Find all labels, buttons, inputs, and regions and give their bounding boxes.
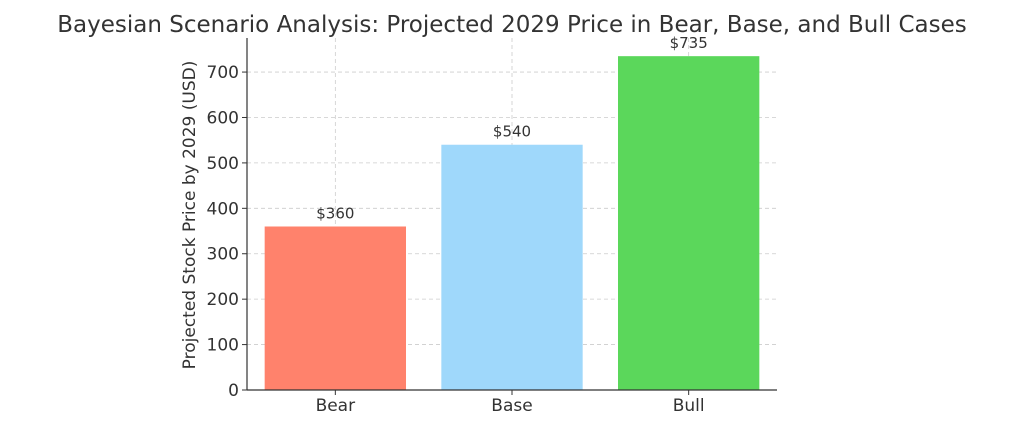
data-label: $360	[316, 204, 354, 222]
data-label: $735	[670, 34, 708, 52]
y-tick-label: 600	[207, 108, 239, 128]
data-label: $540	[493, 123, 531, 141]
bar-bear	[264, 226, 406, 390]
y-tick-label: 700	[207, 63, 239, 83]
y-tick-label: 200	[207, 290, 239, 310]
bar-base	[441, 144, 583, 390]
x-tick-label: Bull	[673, 396, 705, 416]
y-axis-label: Projected Stock Price by 2029 (USD)	[180, 61, 200, 370]
y-tick-label: 400	[207, 199, 239, 219]
y-tick-label: 0	[228, 381, 239, 401]
x-tick-label: Bear	[316, 396, 356, 416]
x-tick-label: Base	[491, 396, 532, 416]
chart-title: Bayesian Scenario Analysis: Projected 20…	[57, 12, 966, 38]
y-tick-label: 500	[207, 154, 239, 174]
y-tick-label: 100	[207, 336, 239, 356]
bar-bull	[618, 56, 760, 390]
y-tick-label: 300	[207, 245, 239, 265]
